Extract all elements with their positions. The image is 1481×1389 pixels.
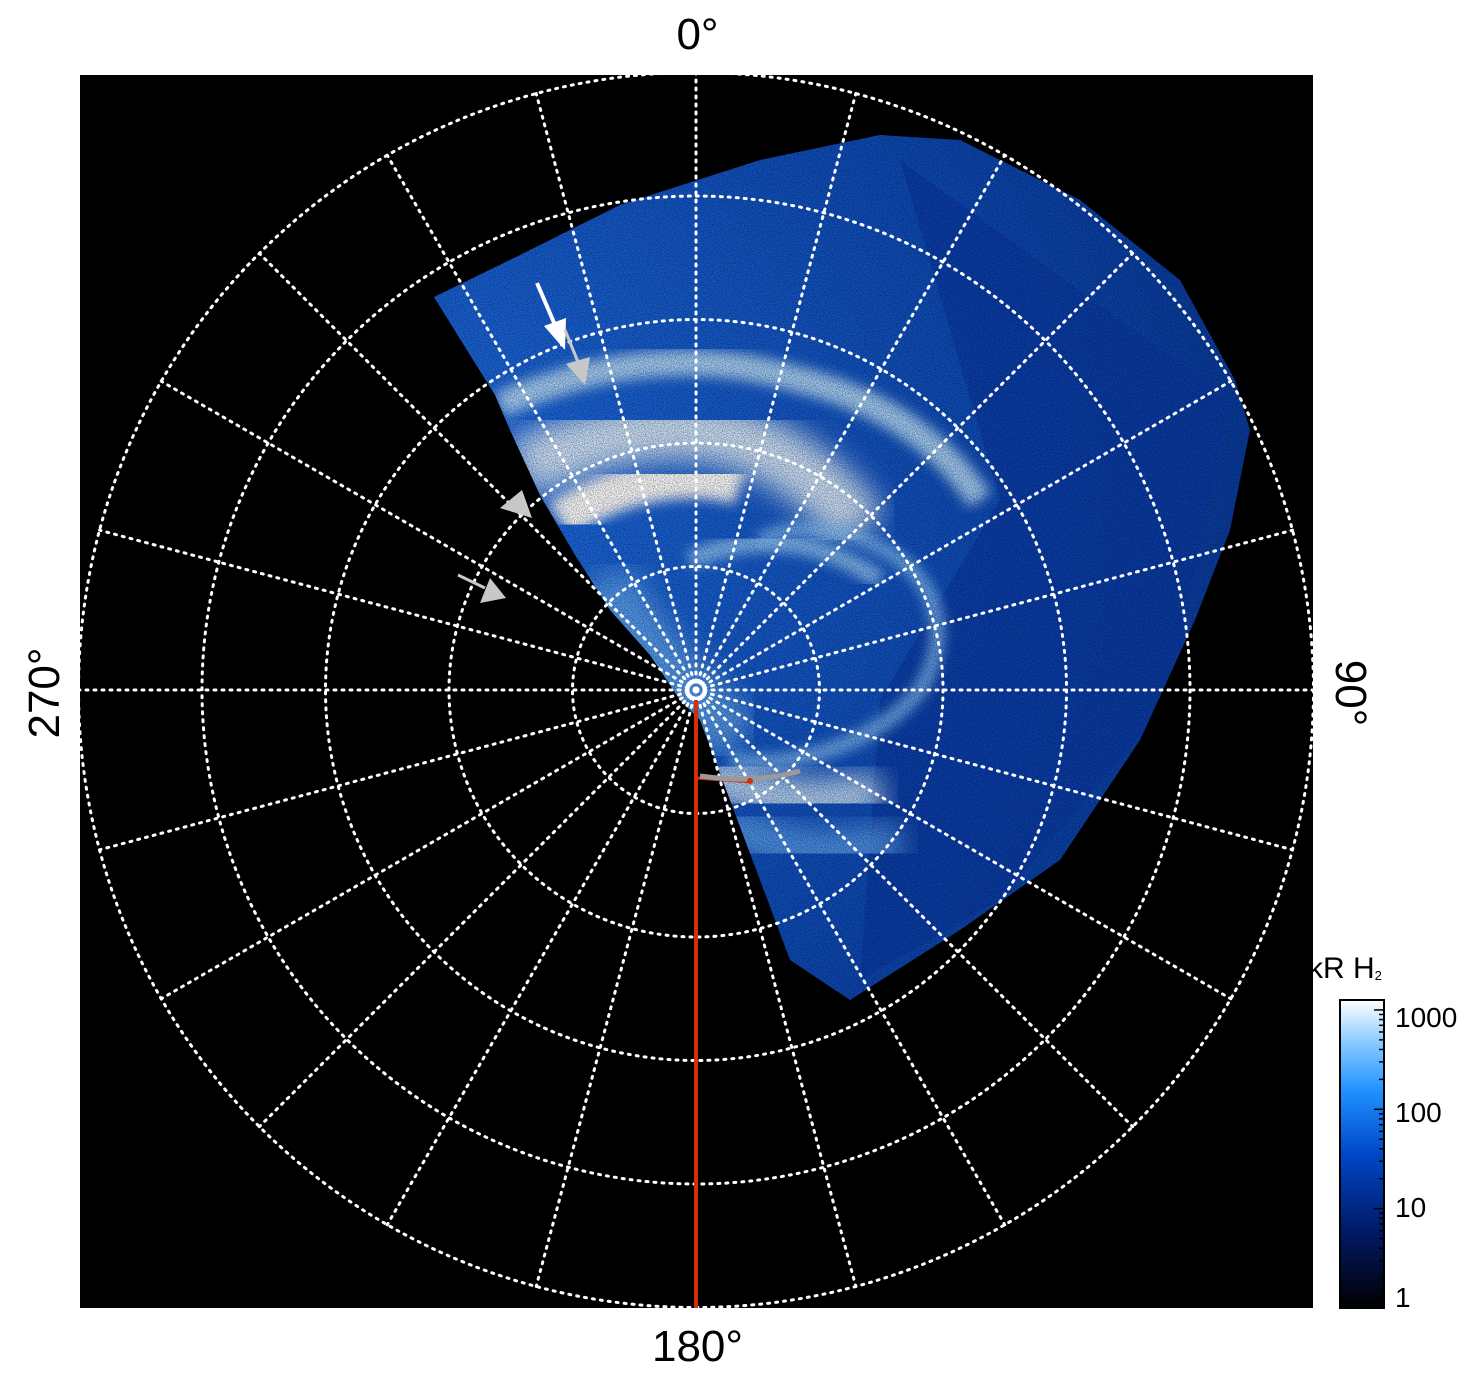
colorbar-tick-label: 1 xyxy=(1395,1282,1411,1313)
pole-marker-icon xyxy=(685,679,707,701)
colorbar-title: kR H2 xyxy=(1308,952,1382,986)
grid-meridian xyxy=(159,379,698,692)
axis-label-bottom: 180° xyxy=(651,1322,743,1371)
grid-meridian xyxy=(534,92,698,692)
grid-meridian xyxy=(694,379,1233,692)
grid-meridian xyxy=(98,528,698,692)
footprint-marker-icon xyxy=(747,778,753,784)
grid-meridian xyxy=(694,688,1135,1129)
grid-meridian xyxy=(694,153,1007,692)
colorbar-title-subscript: 2 xyxy=(1374,968,1382,983)
colorbar-tick-label: 100 xyxy=(1395,1097,1442,1128)
grid-meridian xyxy=(385,688,698,1227)
grid-meridian xyxy=(98,688,698,852)
axis-label-left: 270° xyxy=(20,647,69,739)
colorbar-tick-label: 1000 xyxy=(1395,1002,1458,1033)
grid-meridian xyxy=(694,688,1233,1001)
footprint-track xyxy=(699,768,801,782)
gray-arrow-icon xyxy=(500,490,532,518)
grid-meridian xyxy=(257,251,698,692)
gray-arrow-icon xyxy=(457,573,506,603)
grid-meridian xyxy=(694,688,1294,852)
colorbar-tick-label: 10 xyxy=(1395,1192,1427,1223)
white-arrow-icon xyxy=(535,282,566,350)
grid-meridian xyxy=(159,688,698,1001)
axis-label-top: 0° xyxy=(676,10,719,59)
grid-meridian xyxy=(534,688,698,1288)
aurora-emission-image xyxy=(434,135,1250,1000)
grid-meridian xyxy=(694,92,858,692)
grid-meridian xyxy=(257,688,698,1129)
colorbar-gradient xyxy=(1339,999,1385,1309)
colorbar-title-text: kR H xyxy=(1308,952,1375,985)
grid-meridian xyxy=(385,153,698,692)
axis-label-right: 90° xyxy=(1326,659,1375,727)
grid-meridian xyxy=(694,688,858,1288)
grid-meridian xyxy=(694,528,1294,692)
colorbar xyxy=(1339,999,1385,1309)
grid-meridian xyxy=(694,251,1135,692)
gray-arrow-icon xyxy=(563,329,590,385)
